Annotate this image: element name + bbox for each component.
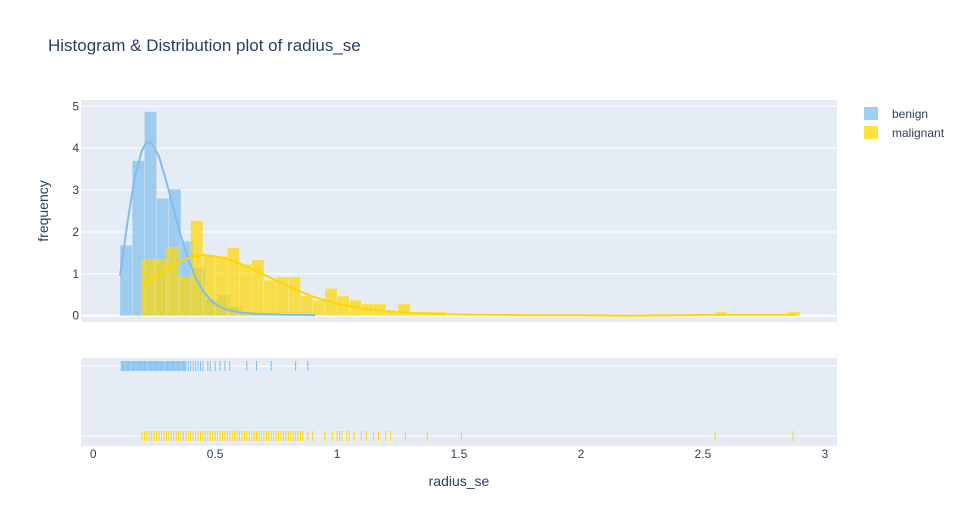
histogram-bar-malignant (263, 279, 277, 316)
distribution-curve-malignant (141, 254, 796, 317)
legend-swatch (864, 126, 878, 139)
x-tick-label: 2.5 (695, 447, 712, 461)
histogram-bar-malignant (202, 255, 216, 316)
rug-marks (120, 361, 794, 441)
y-tick-label: 2 (72, 225, 79, 239)
histogram-bar-malignant (312, 299, 326, 316)
x-tick-label: 1.5 (451, 447, 468, 461)
distribution-curve-benign (119, 140, 316, 317)
histogram-bar-malignant (239, 263, 252, 316)
legend-swatch (864, 107, 878, 120)
legend-label: benign (892, 107, 928, 121)
chart-title: Histogram & Distribution plot of radius_… (48, 36, 361, 55)
y-tick-label: 5 (72, 99, 79, 113)
histogram-bar-malignant (397, 303, 411, 316)
x-tick-label: 0 (90, 447, 97, 461)
legend[interactable]: benign malignant (864, 107, 945, 140)
histogram-bar-malignant (214, 255, 228, 316)
histogram-bar-malignant (141, 259, 155, 316)
legend-item-malignant[interactable]: malignant (864, 126, 945, 140)
legend-item-benign[interactable]: benign (864, 107, 928, 121)
y-tick-label: 4 (72, 141, 79, 155)
y-axis-label: frequency (35, 180, 51, 241)
histogram-bar-malignant (153, 259, 167, 316)
x-tick-label: 1 (334, 447, 341, 461)
distribution-curves (119, 140, 796, 317)
y-tick-label: 3 (72, 183, 79, 197)
histogram-bar-malignant (300, 295, 313, 316)
histogram-bar-malignant (288, 276, 301, 316)
x-axis-label: radius_se (429, 473, 490, 489)
x-tick-label: 2 (578, 447, 585, 461)
histogram-bar-malignant (227, 247, 240, 316)
axis-ticks: 0 1 2 3 4 5 0 0.5 1 1.5 2 2.5 3 (72, 99, 828, 461)
histogram-bars (119, 111, 801, 316)
x-tick-label: 0.5 (207, 447, 224, 461)
y-tick-label: 1 (72, 267, 79, 281)
rug-plot-area (81, 358, 837, 446)
legend-label: malignant (892, 126, 945, 140)
histogram-bar-malignant (166, 247, 179, 316)
histogram-bar-malignant (178, 276, 191, 316)
y-tick-label: 0 (72, 309, 79, 323)
histogram-bar-malignant (251, 259, 265, 316)
x-tick-label: 3 (821, 447, 828, 461)
